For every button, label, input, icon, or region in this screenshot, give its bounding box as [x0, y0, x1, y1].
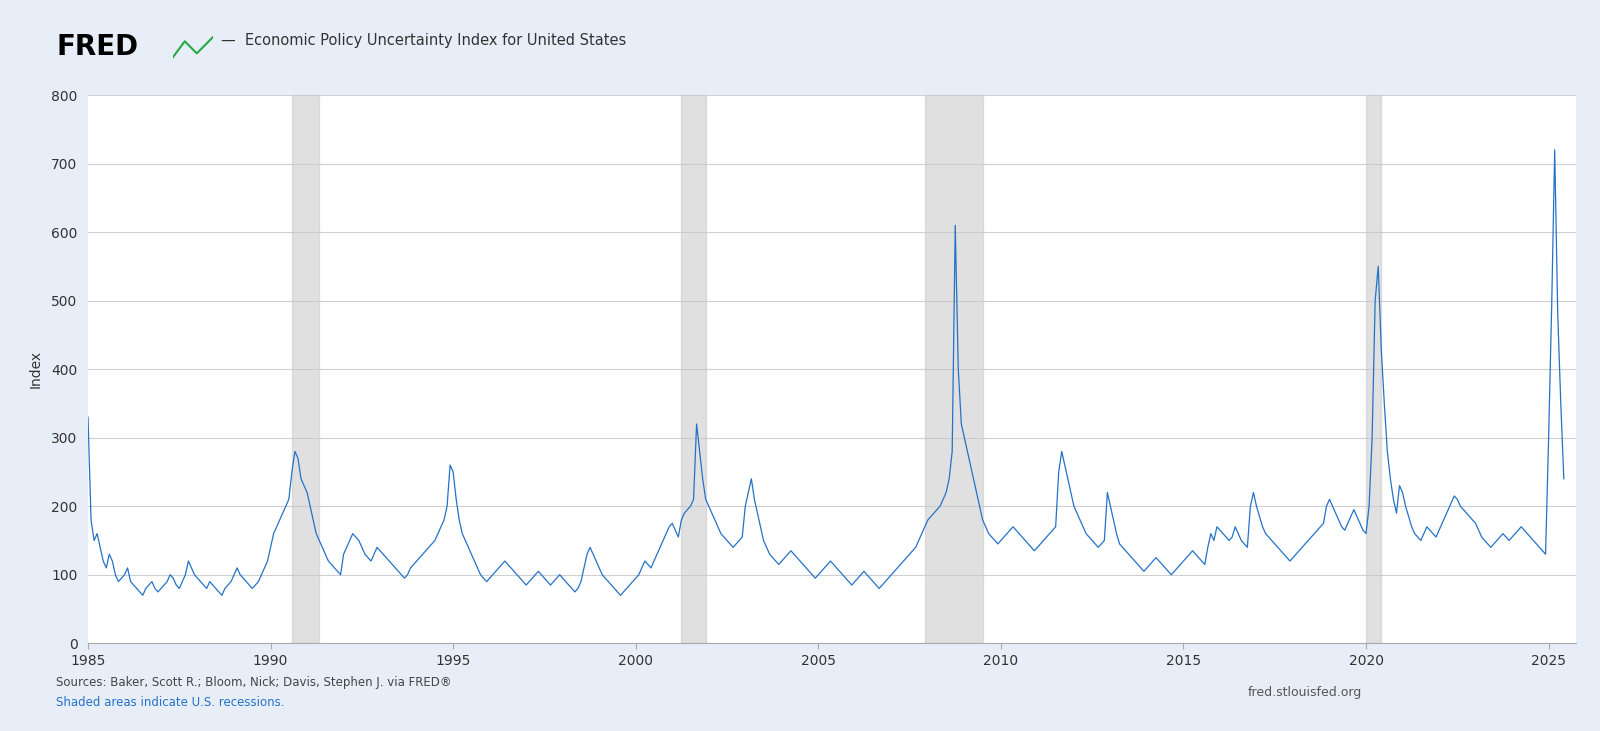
Y-axis label: Index: Index [29, 350, 43, 388]
Text: —  Economic Policy Uncertainty Index for United States: — Economic Policy Uncertainty Index for … [221, 33, 626, 48]
Text: Shaded areas indicate U.S. recessions.: Shaded areas indicate U.S. recessions. [56, 696, 285, 709]
Text: FRED: FRED [56, 33, 138, 61]
Bar [291, 95, 320, 643]
Text: fred.stlouisfed.org: fred.stlouisfed.org [1248, 686, 1362, 699]
Bar [1366, 95, 1381, 643]
Text: Sources: Baker, Scott R.; Bloom, Nick; Davis, Stephen J. via FRED®: Sources: Baker, Scott R.; Bloom, Nick; D… [56, 676, 451, 689]
Bar [682, 95, 706, 643]
Bar [925, 95, 982, 643]
